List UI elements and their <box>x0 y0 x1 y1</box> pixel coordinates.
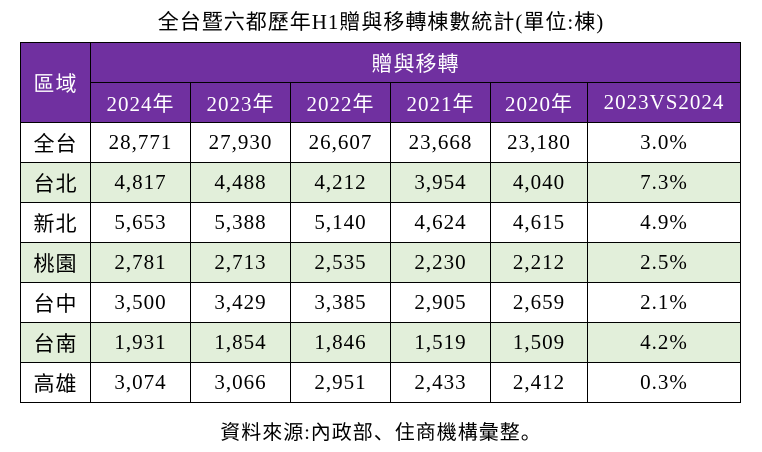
table-cell: 2.1% <box>586 282 742 323</box>
table-cell: 1,931 <box>90 322 191 363</box>
table-cell: 高雄 <box>20 362 91 403</box>
table-cell: 台南 <box>20 322 91 363</box>
header-cell: 2023年 <box>190 82 291 123</box>
header-cell: 區域 <box>20 42 91 123</box>
table-cell: 28,771 <box>90 122 191 163</box>
table-cell: 4,624 <box>390 202 491 243</box>
header-row: 2024年 2023年 2022年 2021年 2020年 2023VS2024 <box>21 82 742 123</box>
table-cell: 新北 <box>20 202 91 243</box>
table-row: 台北 4,817 4,488 4,212 3,954 4,040 7.3% <box>20 162 742 203</box>
table-cell: 1,854 <box>190 322 291 363</box>
table-cell: 1,519 <box>390 322 491 363</box>
table-cell: 2,905 <box>390 282 491 323</box>
table-cell: 3,954 <box>390 162 491 203</box>
table-cell: 台北 <box>20 162 91 203</box>
table-cell: 2,781 <box>90 242 191 283</box>
table-row: 台南 1,931 1,854 1,846 1,519 1,509 4.2% <box>20 322 742 363</box>
table-cell: 全台 <box>20 122 91 163</box>
table-cell: 3,429 <box>190 282 291 323</box>
header-cell: 2022年 <box>290 82 391 123</box>
table-cell: 4,212 <box>290 162 391 203</box>
table-cell: 4,817 <box>90 162 191 203</box>
table-cell: 23,668 <box>390 122 491 163</box>
table-row: 桃園 2,781 2,713 2,535 2,230 2,212 2.5% <box>20 242 742 283</box>
table-title: 全台暨六都歷年H1贈與移轉棟數統計(單位:棟) <box>157 10 605 34</box>
header-row: 區域 贈與移轉 <box>20 42 742 123</box>
table-cell: 4.2% <box>586 322 742 363</box>
table-cell: 2,412 <box>490 362 588 403</box>
table-cell: 4.9% <box>586 202 742 243</box>
table-cell: 7.3% <box>586 162 742 203</box>
table-cell: 4,615 <box>490 202 588 243</box>
table-header: 區域 贈與移轉 2024年 2023年 2022年 2021年 2020年 2023VS202… <box>20 42 742 123</box>
data-table: 區域 贈與移轉 2024年 2023年 2022年 2021年 2020年 2023VS202… <box>20 42 742 403</box>
table-body: 全台 28,771 27,930 26,607 23,668 23,180 3.0% 台北 4,… <box>20 122 742 403</box>
header-cell: 2021年 <box>390 82 491 123</box>
table-cell: 2,212 <box>490 242 588 283</box>
table-cell: 4,040 <box>490 162 588 203</box>
table-cell: 1,509 <box>490 322 588 363</box>
header-cell: 2024年 <box>90 82 191 123</box>
table-cell: 3.0% <box>586 122 742 163</box>
source-note: 資料來源:內政部、住商機構彙整。 <box>220 422 542 444</box>
table-cell: 5,388 <box>190 202 291 243</box>
table-row: 台中 3,500 3,429 3,385 2,905 2,659 2.1% <box>20 282 742 323</box>
table-cell: 2,433 <box>390 362 491 403</box>
header-cell: 2020年 <box>490 82 588 123</box>
table-cell: 2,230 <box>390 242 491 283</box>
table-cell: 3,385 <box>290 282 391 323</box>
table-cell: 2,713 <box>190 242 291 283</box>
header-cell: 贈與移轉 <box>89 42 742 83</box>
table-cell: 5,653 <box>90 202 191 243</box>
table-cell: 2,951 <box>290 362 391 403</box>
table-row: 全台 28,771 27,930 26,607 23,668 23,180 3.0% <box>20 122 742 163</box>
table-cell: 2,535 <box>290 242 391 283</box>
table-cell: 26,607 <box>290 122 391 163</box>
table-cell: 27,930 <box>190 122 291 163</box>
table-row: 新北 5,653 5,388 5,140 4,624 4,615 4.9% <box>20 202 742 243</box>
table-cell: 台中 <box>20 282 91 323</box>
header-cell: 2023VS2024 <box>586 82 742 123</box>
table-cell: 5,140 <box>290 202 391 243</box>
table-cell: 1,846 <box>290 322 391 363</box>
table-cell: 桃園 <box>20 242 91 283</box>
table-cell: 2.5% <box>586 242 742 283</box>
table-cell: 3,074 <box>90 362 191 403</box>
table-row: 高雄 3,074 3,066 2,951 2,433 2,412 0.3% <box>20 362 742 403</box>
table-cell: 3,500 <box>90 282 191 323</box>
table-cell: 0.3% <box>586 362 742 403</box>
table-cell: 2,659 <box>490 282 588 323</box>
table-cell: 4,488 <box>190 162 291 203</box>
table-cell: 23,180 <box>490 122 588 163</box>
table-cell: 3,066 <box>190 362 291 403</box>
